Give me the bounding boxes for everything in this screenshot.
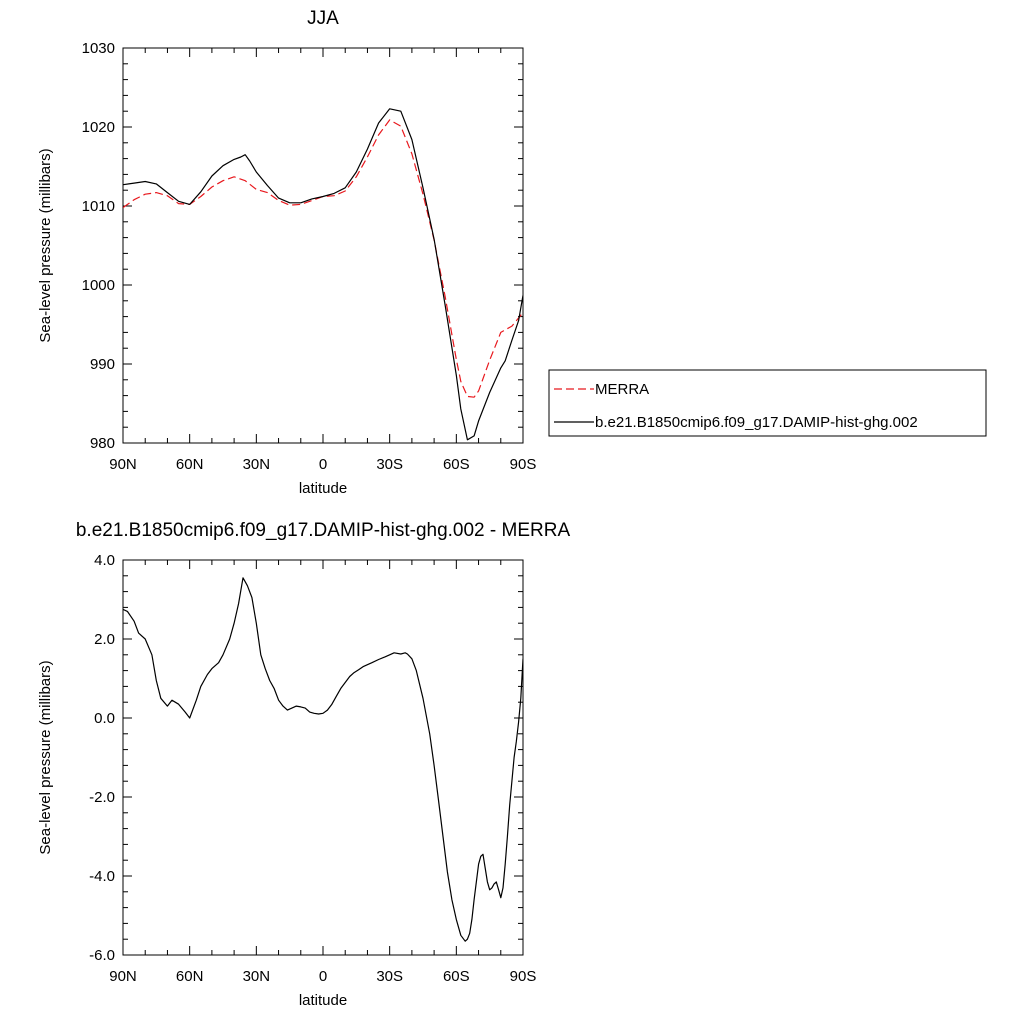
top-chart-slp: JJA 90N 60N 30N 0 30S 60S 90S 980 990 1000 1010 1020… (37, 8, 987, 497)
y-axis-label: Sea-level pressure (millibars) (37, 148, 54, 342)
x-tick-label: 30N (243, 456, 271, 473)
y-tick-label: 1020 (82, 119, 115, 136)
y-tick-label: 1030 (82, 40, 115, 57)
x-tick-label: 60N (176, 968, 204, 985)
x-tick-label: 0 (319, 456, 327, 473)
x-axis-label: latitude (299, 480, 347, 497)
series-line-difference (123, 577, 523, 942)
plot-frame (122, 47, 524, 444)
x-tick-label: 60N (176, 456, 204, 473)
x-tick-label: 60S (443, 968, 470, 985)
legend-label-0: MERRA (595, 381, 649, 398)
series-line-merra (123, 119, 523, 398)
x-axis-label: latitude (299, 992, 347, 1009)
x-tick-label: 90S (510, 456, 537, 473)
x-tick-label: 90S (510, 968, 537, 985)
legend: MERRA b.e21.B1850cmip6.f09_g17.DAMIP-hist… (548, 369, 987, 437)
chart-title: b.e21.B1850cmip6.f09_g17.DAMIP-hist-ghg.… (76, 520, 571, 541)
x-tick-label: 30S (376, 456, 403, 473)
chart-title: JJA (307, 8, 339, 29)
x-tick-label: 30S (376, 968, 403, 985)
y-tick-label: 4.0 (94, 552, 115, 569)
y-tick-label: -4.0 (89, 868, 115, 885)
x-tick-label: 90N (109, 968, 137, 985)
series-line-model (123, 108, 523, 441)
x-tick-label: 0 (319, 968, 327, 985)
y-tick-label: -6.0 (89, 947, 115, 964)
y-tick-label: 2.0 (94, 631, 115, 648)
plot-frame (122, 559, 524, 956)
y-tick-label: 990 (90, 356, 115, 373)
legend-box (548, 369, 987, 437)
bottom-chart-difference: b.e21.B1850cmip6.f09_g17.DAMIP-hist-ghg.… (37, 520, 570, 1009)
x-tick-label: 90N (109, 456, 137, 473)
y-tick-label: 980 (90, 435, 115, 452)
legend-label-1: b.e21.B1850cmip6.f09_g17.DAMIP-hist-ghg.… (595, 414, 918, 431)
y-tick-label: 1000 (82, 277, 115, 294)
x-tick-label: 30N (243, 968, 271, 985)
y-tick-label: 0.0 (94, 710, 115, 727)
y-tick-label: 1010 (82, 198, 115, 215)
x-tick-label: 60S (443, 456, 470, 473)
y-tick-label: -2.0 (89, 789, 115, 806)
y-axis-label: Sea-level pressure (millibars) (37, 660, 54, 854)
